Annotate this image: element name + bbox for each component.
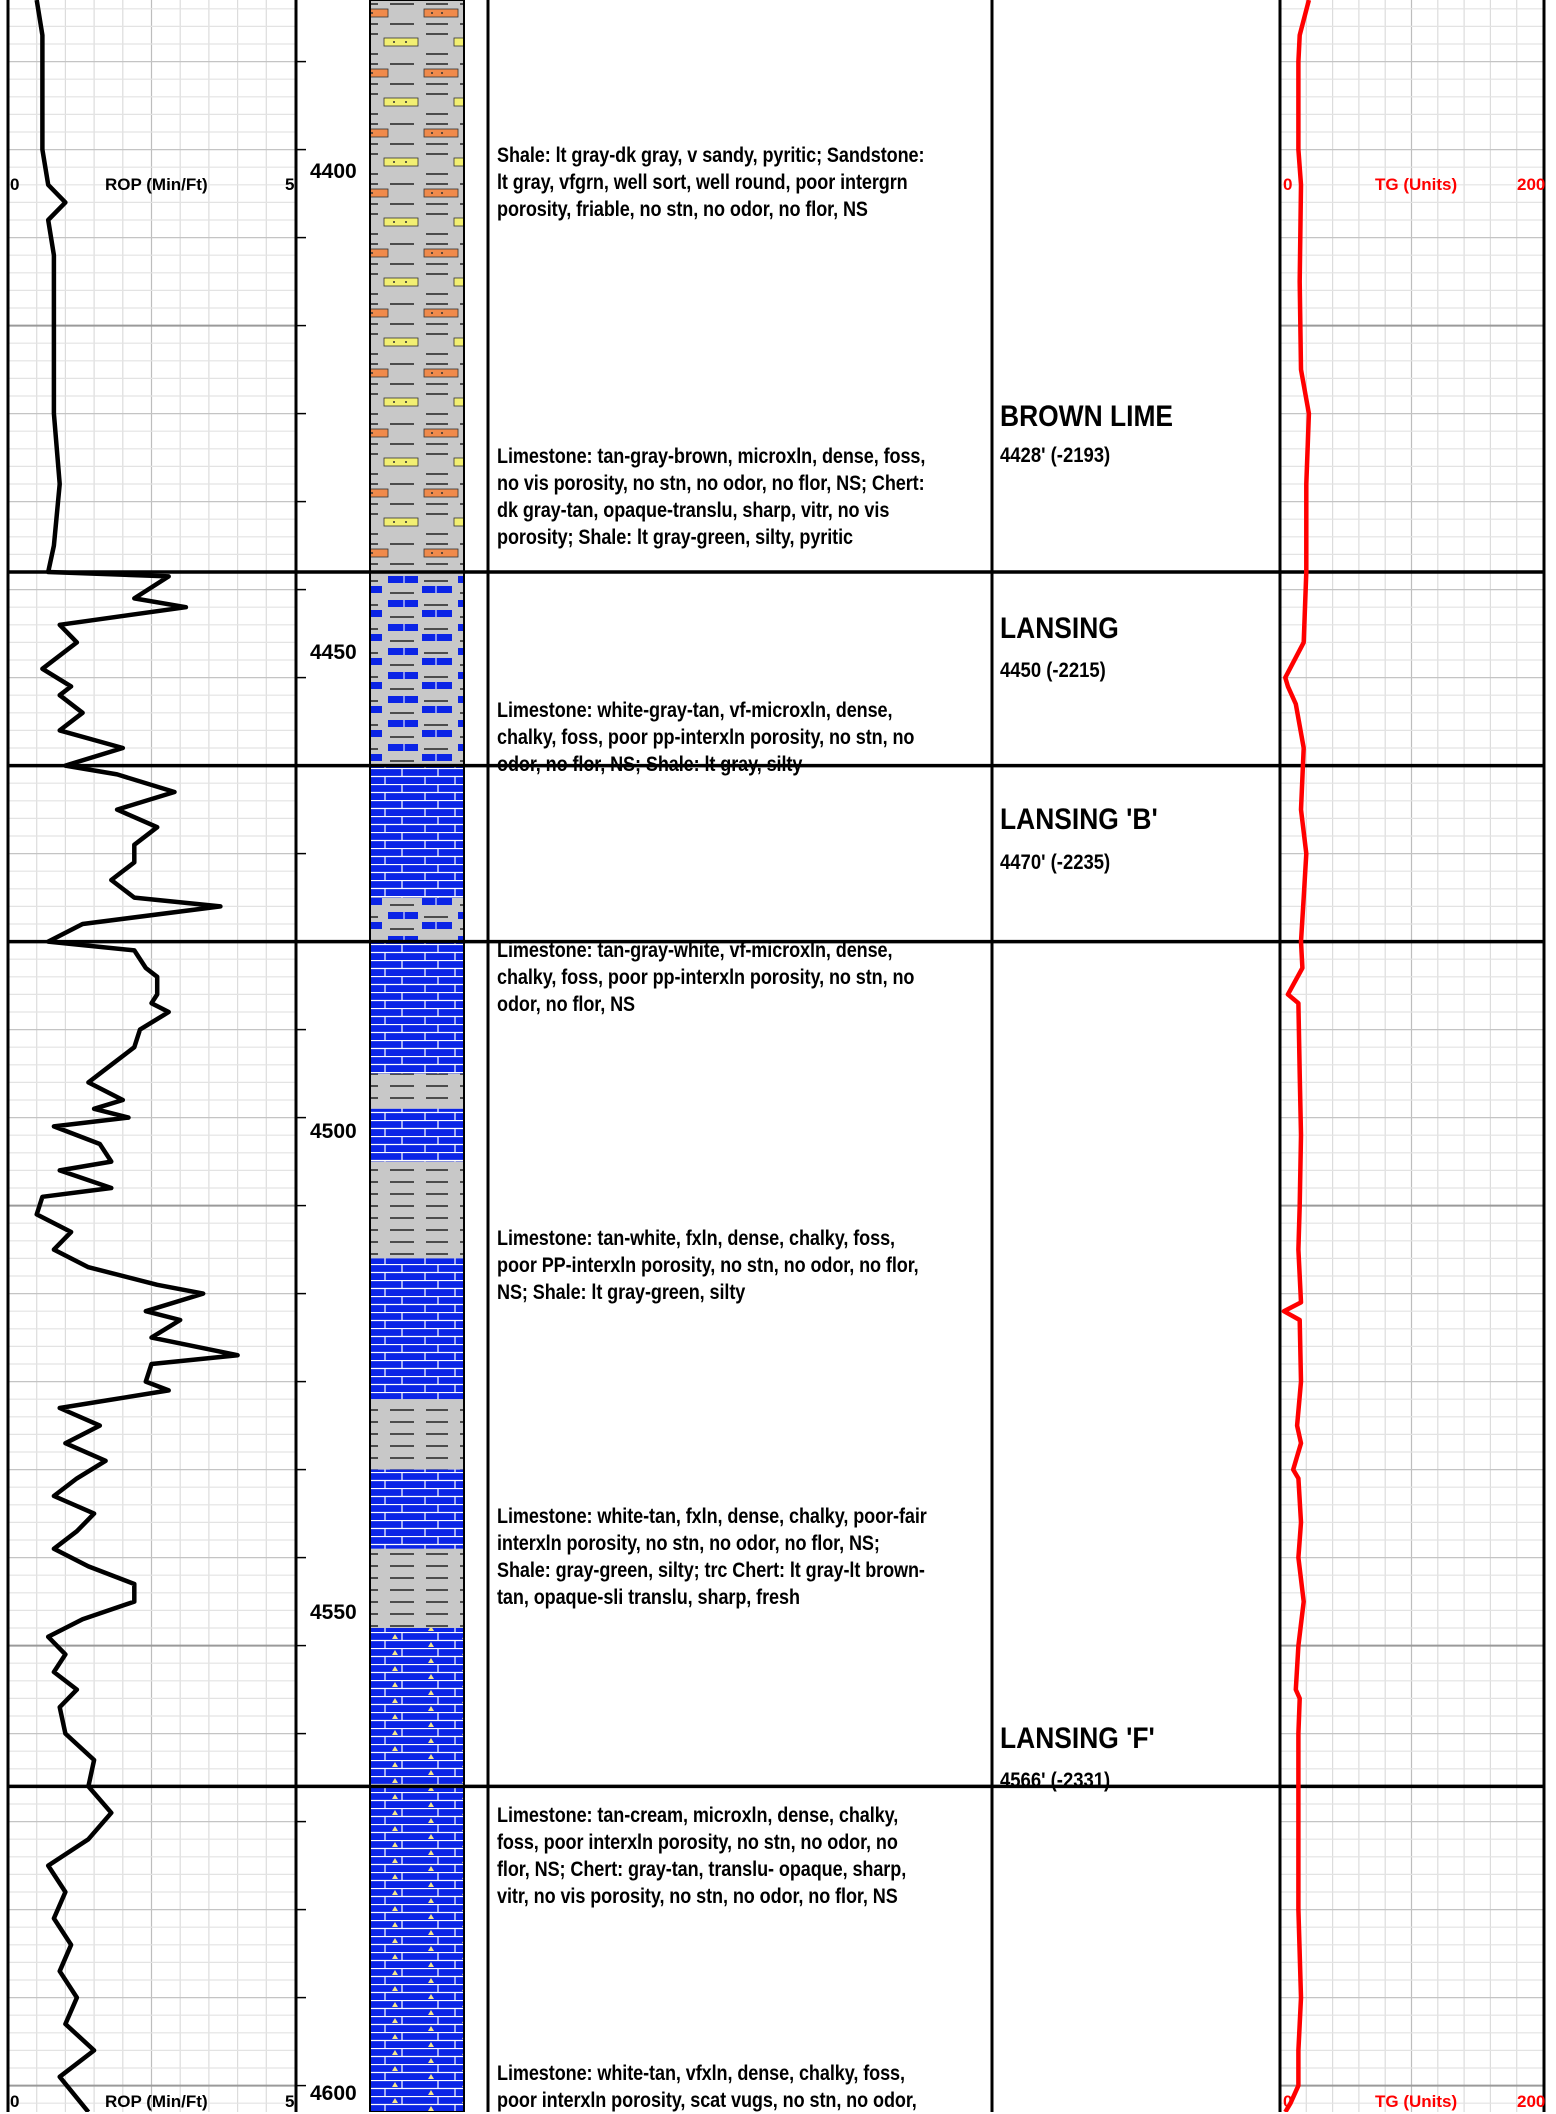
formation-top-name: BROWN LIME [1000,400,1174,433]
lithology-interval-limestone-shale [370,897,464,942]
lithology-description: Limestone: white-tan, vfxln, dense, chal… [497,2062,917,2112]
formation-top-depth: 4566' (-2331) [1000,1769,1111,1792]
track-frame [6,0,1546,2112]
lithology-column [369,0,465,2112]
lithology-column-border [369,0,465,2112]
rop-curve [34,0,240,2112]
lithology-interval-limestone [370,1469,464,1549]
lithology-interval-limestone-shale [370,572,464,766]
lithology-description: Shale: lt gray-dk gray, v sandy, pyritic… [497,144,925,221]
formation-top-depth: 4470' (-2235) [1000,851,1111,874]
lithology-description: Limestone: tan-white, fxln, dense, chalk… [497,1227,919,1304]
lithology-description: Limestone: tan-cream, microxln, dense, c… [497,1804,907,1908]
tg-footer-label: TG (Units) [1375,2092,1457,2111]
rop-header-max: 5 [285,175,294,194]
depth-label-4600: 4600 [310,2082,357,2105]
lithology-interval-shale [370,1073,464,1109]
lithology-interval-shale [370,1161,464,1259]
lithology-interval-limestone-chert [370,1628,464,1787]
formation-top-name: LANSING 'B' [1000,803,1158,836]
rop-footer-label: ROP (Min/Ft) [105,2092,208,2111]
lithology-description: Limestone: tan-gray-brown, microxln, den… [497,445,926,549]
formation-top-lines [8,570,1544,1789]
depth-label-4450: 4450 [310,641,357,664]
tg-header-label: TG (Units) [1375,175,1457,194]
formation-top-depth: 4450 (-2215) [1000,659,1106,682]
lithology-interval-shale [370,1399,464,1470]
depth-label-4500: 4500 [310,1120,357,1143]
tg-curve [1281,0,1312,2112]
lithology-interval-limestone-chert [370,1786,464,2112]
lithology-interval-limestone [370,941,464,1074]
tg-header-min: 0 [1283,175,1292,194]
rop-header-min: 0 [10,175,19,194]
depth-label-4550: 4550 [310,1601,357,1624]
tg-header-max: 200 [1517,175,1545,194]
lithology-description: Limestone: tan-gray-white, vf-microxln, … [497,939,915,1016]
formation-top-name: LANSING [1000,612,1119,645]
depth-label-4400: 4400 [310,160,357,183]
lithology-interval-limestone [370,1108,464,1162]
lithology-description: Limestone: white-gray-tan, vf-microxln, … [497,699,915,776]
tg-footer-max: 200 [1517,2092,1545,2111]
lithology-interval-limestone [370,765,464,898]
rop-header-label: ROP (Min/Ft) [105,175,208,194]
formation-top-name: LANSING 'F' [1000,1722,1155,1755]
lithology-interval-shale-sandstone [370,0,464,572]
rop-track-grid [8,0,295,2112]
rop-footer-min: 0 [10,2092,19,2111]
lithology-description: Limestone: white-tan, fxln, dense, chalk… [497,1505,927,1609]
formation-top-depth: 4428' (-2193) [1000,444,1111,467]
lithology-interval-limestone [370,1258,464,1400]
rop-footer-max: 5 [285,2092,294,2111]
tg-footer-min: 0 [1283,2092,1292,2111]
lithology-interval-shale [370,1548,464,1628]
tg-track-grid [1280,0,1543,2112]
